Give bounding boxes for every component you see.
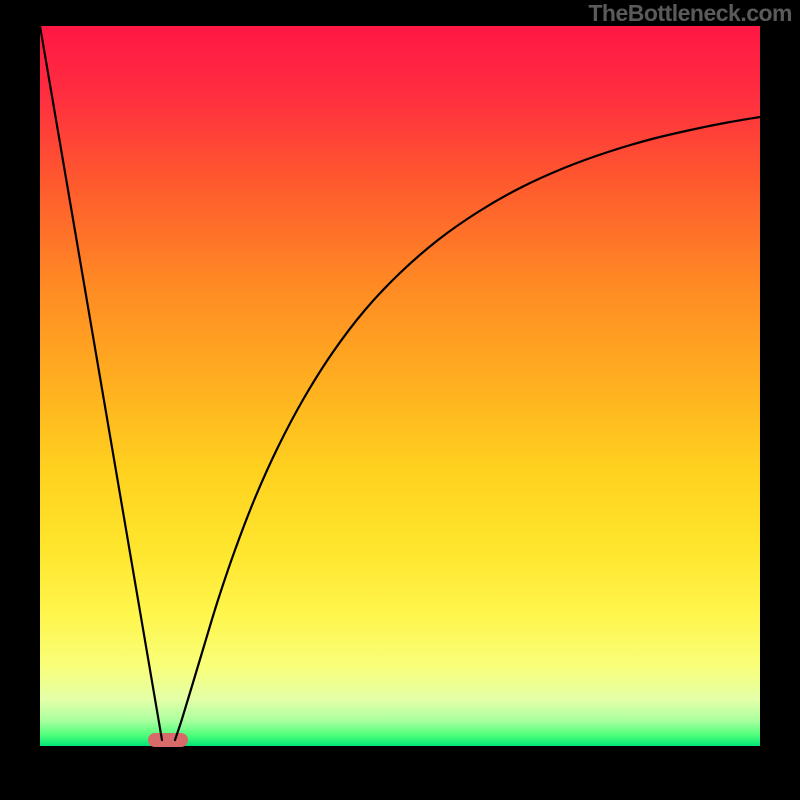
chart-svg bbox=[0, 0, 800, 800]
chart-root: TheBottleneck.com bbox=[0, 0, 800, 800]
watermark-text: TheBottleneck.com bbox=[588, 0, 792, 27]
plot-gradient bbox=[40, 26, 760, 746]
optimal-marker bbox=[148, 733, 188, 747]
